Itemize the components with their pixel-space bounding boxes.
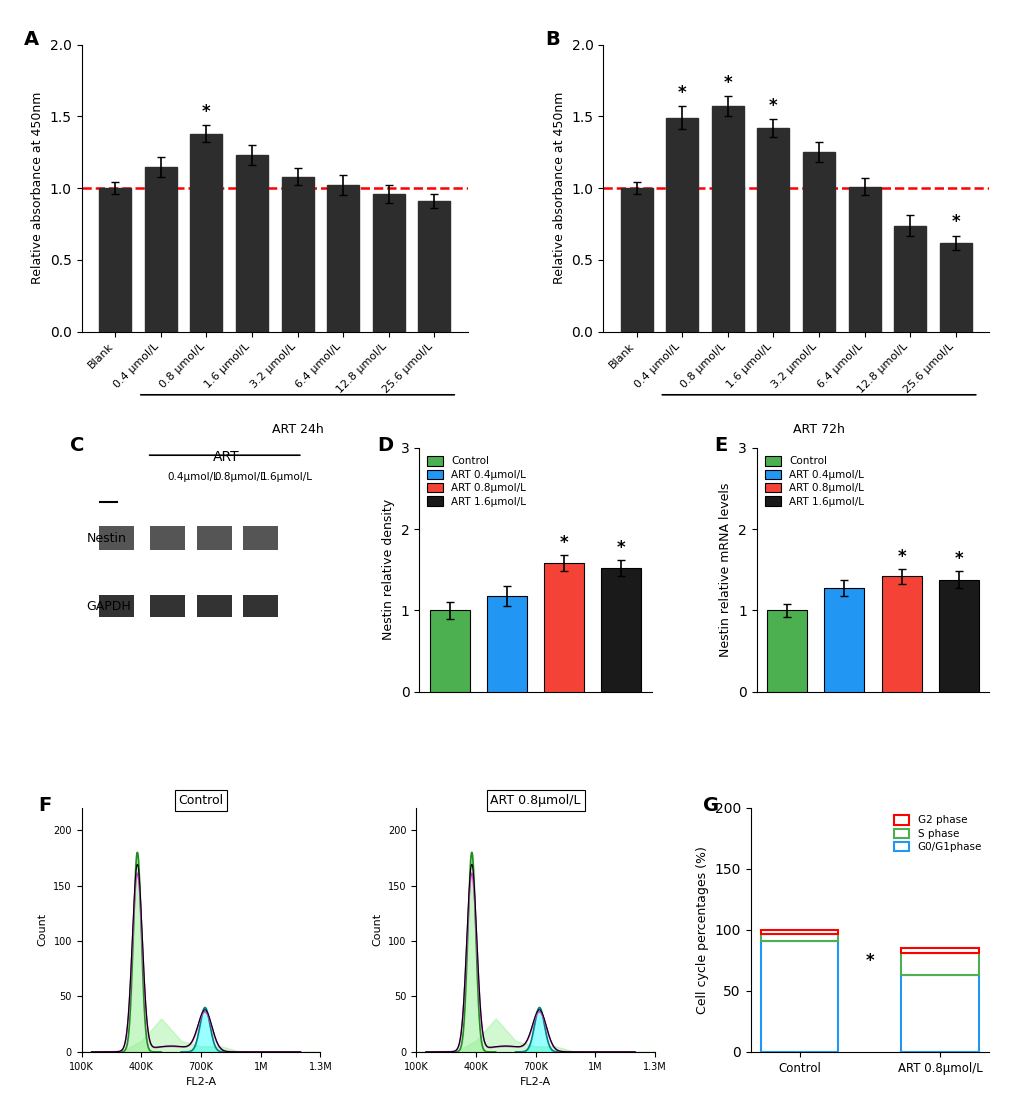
Y-axis label: Count: Count <box>38 913 48 947</box>
Bar <box>757 128 789 331</box>
Title: Control: Control <box>178 793 223 807</box>
Title: ART 0.8μmol/L: ART 0.8μmol/L <box>490 793 580 807</box>
Text: *: * <box>897 548 905 566</box>
FancyBboxPatch shape <box>150 526 185 551</box>
Text: *: * <box>951 214 959 232</box>
Bar <box>880 576 921 692</box>
Bar <box>823 587 863 692</box>
Text: Nestin: Nestin <box>87 532 126 545</box>
Text: *: * <box>559 534 568 552</box>
Text: B: B <box>544 30 559 49</box>
FancyBboxPatch shape <box>197 595 231 618</box>
Text: *: * <box>202 103 211 121</box>
Text: G: G <box>702 796 718 815</box>
Bar <box>802 152 835 331</box>
Text: *: * <box>768 97 777 115</box>
X-axis label: FL2-A: FL2-A <box>520 1078 550 1088</box>
Bar <box>543 563 584 692</box>
Text: *: * <box>678 84 686 102</box>
Y-axis label: Nestin relative mRNA levels: Nestin relative mRNA levels <box>718 482 732 657</box>
Y-axis label: Nestin relative density: Nestin relative density <box>381 499 394 640</box>
Bar <box>486 595 527 692</box>
Bar <box>848 187 879 331</box>
FancyBboxPatch shape <box>99 526 133 551</box>
Text: 0.8μmol/L: 0.8μmol/L <box>214 472 266 482</box>
Text: E: E <box>714 435 728 454</box>
Bar <box>894 226 925 331</box>
Text: ART: ART <box>212 450 239 464</box>
Bar <box>281 177 313 331</box>
Y-axis label: Cell cycle percentages (%): Cell cycle percentages (%) <box>695 846 708 1014</box>
Y-axis label: Relative absorbance at 450nm: Relative absorbance at 450nm <box>552 92 566 284</box>
Bar <box>665 117 698 331</box>
Text: C: C <box>70 435 85 454</box>
Bar <box>760 941 838 1052</box>
Bar <box>760 930 838 934</box>
Text: A: A <box>23 30 39 49</box>
Text: 0.4μmol/L: 0.4μmol/L <box>167 472 219 482</box>
Text: *: * <box>722 74 732 92</box>
FancyBboxPatch shape <box>244 595 278 618</box>
Bar <box>429 611 470 692</box>
Bar <box>600 568 641 692</box>
Bar <box>901 975 977 1052</box>
Text: 1.6μmol/L: 1.6μmol/L <box>260 472 312 482</box>
Legend: Control, ART 0.4μmol/L, ART 0.8μmol/L, ART 1.6μmol/L: Control, ART 0.4μmol/L, ART 0.8μmol/L, A… <box>761 453 866 509</box>
Bar <box>711 106 743 331</box>
Legend: G2 phase, S phase, G0/G1phase: G2 phase, S phase, G0/G1phase <box>891 814 983 854</box>
Text: *: * <box>616 539 625 557</box>
Bar <box>235 156 268 331</box>
Bar <box>191 133 222 331</box>
Legend: Control, ART 0.4μmol/L, ART 0.8μmol/L, ART 1.6μmol/L: Control, ART 0.4μmol/L, ART 0.8μmol/L, A… <box>424 453 529 509</box>
Text: F: F <box>39 796 52 815</box>
Bar <box>938 243 971 331</box>
Bar <box>901 948 977 953</box>
Bar <box>327 186 359 331</box>
Bar <box>145 167 176 331</box>
Bar <box>99 188 131 331</box>
Bar <box>418 201 450 331</box>
Text: *: * <box>865 952 873 970</box>
Bar <box>620 188 652 331</box>
Y-axis label: Relative absorbance at 450nm: Relative absorbance at 450nm <box>32 92 44 284</box>
Bar <box>766 611 806 692</box>
Text: *: * <box>954 551 962 568</box>
FancyBboxPatch shape <box>244 526 278 551</box>
Bar <box>937 580 978 692</box>
Bar <box>372 194 405 331</box>
FancyBboxPatch shape <box>150 595 185 618</box>
Y-axis label: Count: Count <box>372 913 382 947</box>
Text: ART 72h: ART 72h <box>793 423 844 436</box>
X-axis label: FL2-A: FL2-A <box>185 1078 216 1088</box>
Text: GAPDH: GAPDH <box>87 600 130 613</box>
Text: ART 24h: ART 24h <box>271 423 323 436</box>
Text: D: D <box>377 435 393 454</box>
Bar <box>760 934 838 941</box>
FancyBboxPatch shape <box>197 526 231 551</box>
FancyBboxPatch shape <box>99 595 133 618</box>
Bar <box>901 953 977 975</box>
